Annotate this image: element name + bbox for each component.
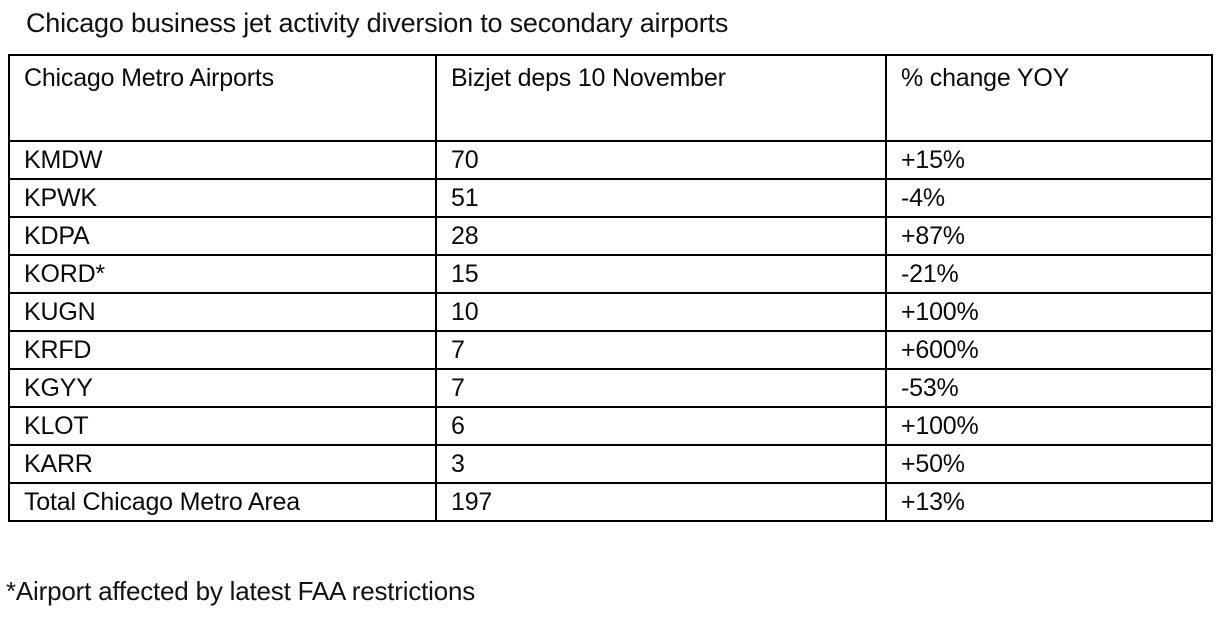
table-header-row: Chicago Metro Airports Bizjet deps 10 No… bbox=[8, 54, 1213, 142]
departures-cell: 15 bbox=[435, 254, 887, 294]
airport-code-cell: KARR bbox=[8, 444, 437, 484]
yoy-change-cell: -4% bbox=[885, 178, 1213, 218]
yoy-change-cell: +13% bbox=[885, 482, 1213, 522]
departures-cell: 197 bbox=[435, 482, 887, 522]
yoy-change-cell: +15% bbox=[885, 140, 1213, 180]
departures-cell: 51 bbox=[435, 178, 887, 218]
table-row: KDPA 28 +87% bbox=[8, 216, 1213, 256]
airport-code-cell: KUGN bbox=[8, 292, 437, 332]
airport-activity-table: Chicago Metro Airports Bizjet deps 10 No… bbox=[8, 54, 1213, 522]
table-row: KLOT 6 +100% bbox=[8, 406, 1213, 446]
column-header-departures: Bizjet deps 10 November bbox=[435, 54, 887, 142]
yoy-change-cell: -53% bbox=[885, 368, 1213, 408]
yoy-change-cell: +100% bbox=[885, 406, 1213, 446]
table-row: KRFD 7 +600% bbox=[8, 330, 1213, 370]
yoy-change-cell: +87% bbox=[885, 216, 1213, 256]
departures-cell: 3 bbox=[435, 444, 887, 484]
airport-code-cell: KMDW bbox=[8, 140, 437, 180]
yoy-change-cell: +100% bbox=[885, 292, 1213, 332]
footnote: *Airport affected by latest FAA restrict… bbox=[6, 576, 476, 606]
airport-code-cell: Total Chicago Metro Area bbox=[8, 482, 437, 522]
departures-cell: 28 bbox=[435, 216, 887, 256]
yoy-change-cell: +600% bbox=[885, 330, 1213, 370]
airport-code-cell: KRFD bbox=[8, 330, 437, 370]
yoy-change-cell: -21% bbox=[885, 254, 1213, 294]
departures-cell: 70 bbox=[435, 140, 887, 180]
column-header-airports: Chicago Metro Airports bbox=[8, 54, 437, 142]
airport-code-cell: KPWK bbox=[8, 178, 437, 218]
column-header-yoy-change: % change YOY bbox=[885, 54, 1213, 142]
table-row: KORD* 15 -21% bbox=[8, 254, 1213, 294]
airport-code-cell: KORD* bbox=[8, 254, 437, 294]
yoy-change-cell: +50% bbox=[885, 444, 1213, 484]
table-row: KGYY 7 -53% bbox=[8, 368, 1213, 408]
table-row: KUGN 10 +100% bbox=[8, 292, 1213, 332]
airport-code-cell: KGYY bbox=[8, 368, 437, 408]
departures-cell: 10 bbox=[435, 292, 887, 332]
departures-cell: 6 bbox=[435, 406, 887, 446]
table-row: Total Chicago Metro Area 197 +13% bbox=[8, 482, 1213, 522]
departures-cell: 7 bbox=[435, 330, 887, 370]
table-row: KARR 3 +50% bbox=[8, 444, 1213, 484]
table-row: KMDW 70 +15% bbox=[8, 140, 1213, 180]
page-title: Chicago business jet activity diversion … bbox=[26, 8, 729, 38]
airport-code-cell: KDPA bbox=[8, 216, 437, 256]
departures-cell: 7 bbox=[435, 368, 887, 408]
airport-code-cell: KLOT bbox=[8, 406, 437, 446]
table-row: KPWK 51 -4% bbox=[8, 178, 1213, 218]
